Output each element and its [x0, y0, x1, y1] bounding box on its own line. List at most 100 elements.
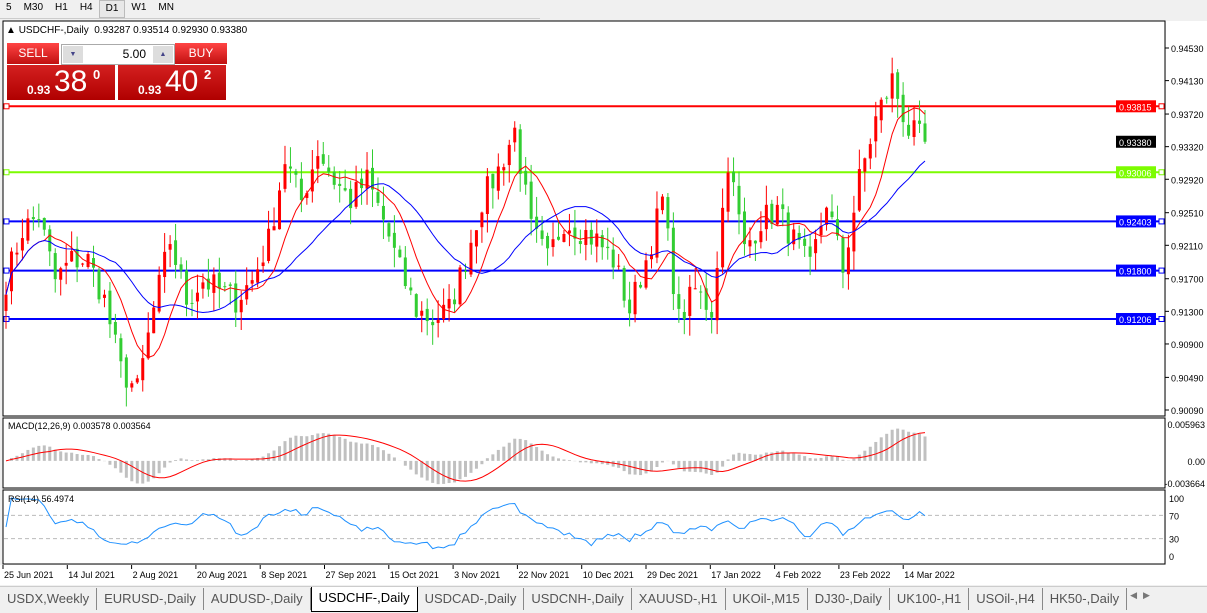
candle-body	[458, 267, 462, 305]
candle-body	[846, 247, 850, 275]
chart-tab[interactable]: UK100-,H1	[890, 588, 970, 610]
macd-bar	[721, 460, 725, 467]
macd-bar	[835, 456, 839, 461]
buy-button[interactable]: BUY	[175, 43, 227, 64]
sell-price-prefix: 0.93	[27, 83, 51, 97]
macd-bar	[409, 460, 413, 470]
date-label: 23 Feb 2022	[840, 570, 891, 580]
candle-body	[86, 254, 90, 267]
collapse-triangle-icon[interactable]: ▲	[6, 25, 16, 36]
macd-bar	[578, 460, 582, 463]
macd-bar	[485, 458, 489, 461]
timeframe-m30[interactable]: M30	[23, 2, 44, 13]
macd-bar	[442, 460, 446, 484]
candle-body	[305, 193, 309, 198]
ma-slow-line	[5, 160, 926, 314]
chart-tab[interactable]: USDX,Weekly	[0, 588, 98, 610]
candle-body	[825, 207, 829, 225]
timeframe-mn[interactable]: MN	[158, 2, 174, 13]
candle-body	[108, 290, 112, 325]
candle-body	[535, 216, 539, 229]
macd-bar	[130, 460, 134, 482]
candle-body	[201, 282, 205, 289]
chart-tab[interactable]: USDCAD-,Daily	[418, 588, 525, 610]
macd-bar	[890, 429, 894, 461]
macd-tick-label: 0.00	[1187, 457, 1205, 467]
chart-tab[interactable]: UKOil-,M15	[726, 588, 808, 610]
candle-body	[474, 230, 478, 247]
macd-bar	[163, 460, 167, 468]
chart-tab[interactable]: EURUSD-,Daily	[97, 588, 204, 610]
macd-bar	[113, 460, 117, 469]
macd-bar	[912, 432, 916, 461]
macd-bar	[201, 459, 205, 461]
timeframe-5[interactable]: 5	[6, 2, 12, 13]
lot-increase-icon[interactable]: ▲	[153, 46, 173, 63]
macd-bar	[611, 460, 615, 467]
candle-body	[414, 294, 418, 317]
sell-price[interactable]: 0.93 38 0	[7, 65, 115, 100]
buy-price[interactable]: 0.93 40 2	[118, 65, 226, 100]
ma-fast-line	[5, 107, 926, 359]
candle-body	[288, 166, 292, 169]
chart-tab[interactable]: HK50-,Daily	[1043, 588, 1128, 610]
macd-signal-line	[5, 432, 926, 482]
candle-body	[338, 183, 342, 186]
timeframe-h4[interactable]: H4	[79, 2, 93, 13]
candle-body	[15, 252, 19, 255]
chart-tab[interactable]: XAUUSD-,H1	[632, 588, 726, 610]
lot-decrease-icon[interactable]: ▼	[63, 46, 83, 63]
candle-body	[349, 188, 353, 209]
line-handle	[3, 103, 10, 110]
macd-bar	[507, 442, 511, 461]
chart-tab[interactable]: USDCHF-,Daily	[310, 587, 418, 612]
candle-body	[551, 239, 555, 248]
macd-bar	[841, 459, 845, 461]
macd-label: MACD(12,26,9) 0.003578 0.003564	[8, 421, 151, 431]
macd-bar	[64, 452, 68, 461]
candle-body	[113, 321, 117, 335]
candle-body	[190, 302, 194, 304]
candle-body	[53, 253, 57, 280]
chart-canvas[interactable]: 0.94530 0.94130 0.93720 0.93320 0.92920 0.925…	[0, 19, 1207, 585]
macd-bar	[529, 443, 533, 461]
macd-bar	[688, 460, 692, 472]
scroll-right-icon[interactable]: ▶	[1143, 590, 1150, 600]
macd-bar	[447, 460, 451, 484]
lot-size-input[interactable]	[84, 46, 146, 62]
one-click-trading-panel: SELL ▼ ▲ BUY 0.93 38 0 0.93 40 2	[7, 43, 227, 100]
chart-tab[interactable]: USOil-,H4	[969, 588, 1043, 610]
candle-body	[354, 182, 358, 207]
rsi-tick-label: 30	[1169, 535, 1179, 545]
macd-bar	[814, 458, 818, 461]
price-tick-label: 0.92920	[1171, 175, 1204, 185]
timeframe-w1[interactable]: W1	[131, 2, 147, 13]
candle-body	[310, 169, 314, 192]
macd-bar	[458, 460, 462, 480]
chart-tab[interactable]: AUDUSD-,Daily	[204, 588, 311, 610]
candle-body	[622, 268, 626, 301]
macd-bar	[639, 460, 643, 476]
scroll-left-icon[interactable]: ◀	[1130, 590, 1138, 600]
sell-button[interactable]: SELL	[7, 43, 59, 64]
chart-tab[interactable]: USDCNH-,Daily	[524, 588, 632, 610]
line-handle	[3, 218, 10, 225]
candle-body	[245, 285, 249, 300]
timeframe-d1[interactable]: D1	[98, 0, 126, 18]
chart-tab[interactable]: DJ30-,Daily	[808, 588, 890, 610]
macd-bar	[453, 460, 457, 483]
candle-body	[901, 94, 905, 123]
macd-bar	[792, 453, 796, 461]
date-label: 20 Aug 2021	[197, 570, 248, 580]
macd-bar	[649, 460, 653, 472]
candle-body	[726, 172, 730, 212]
candle-body	[403, 257, 407, 287]
candle-body	[64, 262, 68, 266]
macd-bar	[474, 460, 478, 469]
candle-body	[299, 178, 303, 201]
candle-body	[677, 294, 681, 309]
candle-body	[31, 217, 35, 220]
date-label: 10 Dec 2021	[583, 570, 634, 580]
macd-bar	[595, 460, 599, 464]
timeframe-h1[interactable]: H1	[55, 2, 68, 13]
